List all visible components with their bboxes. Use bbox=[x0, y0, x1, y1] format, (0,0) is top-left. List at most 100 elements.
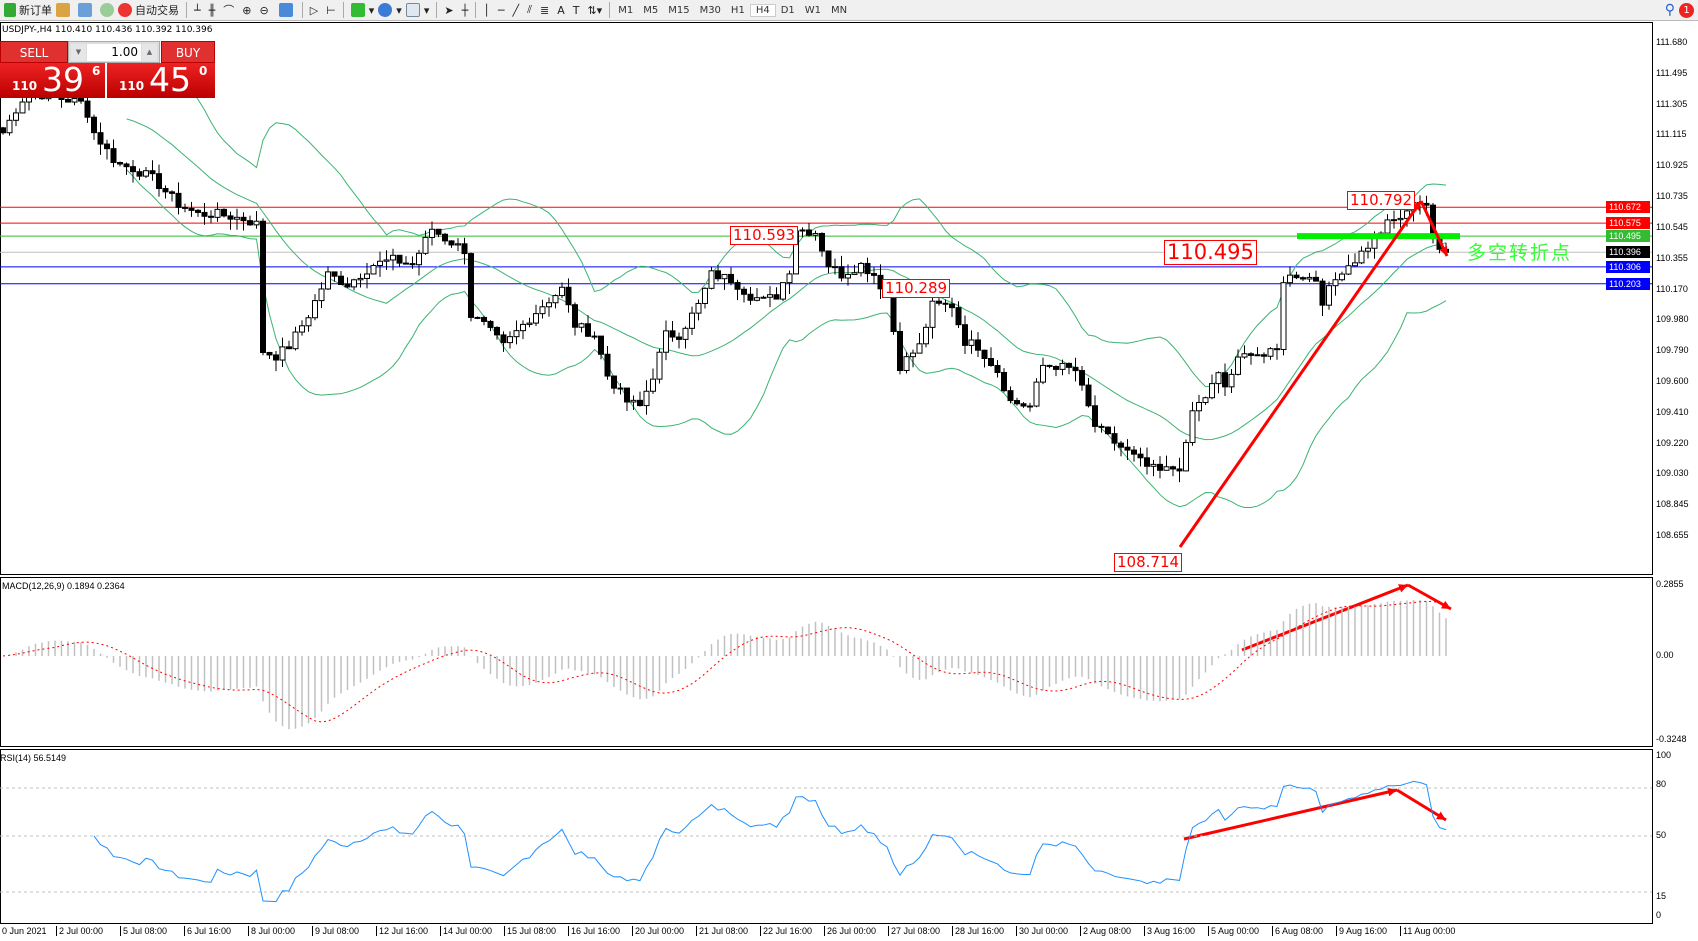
signals-icon[interactable] bbox=[100, 3, 114, 17]
arrows-icon[interactable]: ⇅▾ bbox=[587, 3, 603, 17]
candle bbox=[91, 114, 97, 140]
sell-button[interactable]: SELL bbox=[0, 41, 68, 63]
candle-body bbox=[1300, 277, 1306, 280]
bar-chart-icon[interactable]: ┴ bbox=[194, 3, 201, 17]
line-chart-icon[interactable]: ⌒ bbox=[223, 4, 235, 17]
candle-body bbox=[1157, 463, 1163, 471]
text-label-icon[interactable]: T bbox=[572, 3, 580, 17]
autoscroll-icon[interactable]: ▷ bbox=[309, 3, 319, 17]
timeframe-h1[interactable]: H1 bbox=[730, 4, 745, 16]
search-icon[interactable]: ⚲ bbox=[1664, 2, 1675, 18]
candle-body bbox=[110, 148, 117, 164]
price-label-110289[interactable]: 110.289 bbox=[882, 279, 951, 298]
buy-price[interactable]: 110 45 0 bbox=[107, 60, 215, 99]
candle-body bbox=[364, 273, 370, 279]
candle bbox=[526, 317, 533, 328]
chart-shift-icon[interactable]: ⊢ bbox=[326, 3, 336, 17]
candle bbox=[1241, 345, 1248, 359]
templates-icon[interactable] bbox=[405, 3, 420, 17]
fibonacci-icon[interactable]: ≣ bbox=[539, 3, 550, 17]
candle bbox=[357, 273, 364, 288]
candle bbox=[1144, 447, 1150, 475]
zoom-in-icon[interactable]: ⊕ bbox=[242, 3, 252, 17]
text-icon[interactable]: A bbox=[557, 3, 565, 17]
candle bbox=[845, 264, 851, 286]
rsi-arrow-up-head bbox=[1387, 787, 1397, 797]
price-label-110792[interactable]: 110.792 bbox=[1347, 191, 1416, 210]
candle-body bbox=[1027, 405, 1033, 408]
price-label-110593[interactable]: 110.593 bbox=[730, 226, 799, 245]
dropdown-arrow-icon[interactable]: ▾ bbox=[396, 3, 402, 17]
candle-body bbox=[1280, 282, 1287, 350]
price-label-108714[interactable]: 108.714 bbox=[1114, 553, 1183, 572]
candle bbox=[747, 287, 754, 305]
candle-body bbox=[890, 295, 897, 332]
timeframe-m5[interactable]: M5 bbox=[643, 4, 659, 16]
notification-badge[interactable]: 1 bbox=[1679, 2, 1694, 18]
macd-pane bbox=[0, 577, 1653, 747]
candle bbox=[1326, 281, 1332, 310]
lot-size-stepper[interactable]: ▼ 1.00 ▲ bbox=[68, 41, 160, 63]
candle-body bbox=[682, 327, 689, 340]
zoom-out-icon[interactable]: ⊖ bbox=[259, 3, 269, 17]
price-axis-label: 110.355 bbox=[1656, 252, 1688, 263]
timeframe-mn[interactable]: MN bbox=[831, 4, 848, 16]
candle bbox=[1157, 456, 1163, 479]
market-watch-icon[interactable] bbox=[78, 3, 92, 17]
timeframe-m15[interactable]: M15 bbox=[668, 4, 690, 16]
tile-windows-icon[interactable] bbox=[278, 3, 293, 17]
candle-body bbox=[806, 229, 812, 236]
auto-trading-button[interactable]: 自动交易 bbox=[114, 0, 183, 20]
dropdown-arrow-icon[interactable]: ▾ bbox=[368, 3, 375, 17]
candle bbox=[110, 139, 117, 168]
candle-body bbox=[1007, 390, 1014, 402]
candle-body bbox=[357, 277, 364, 281]
candle-body bbox=[344, 284, 351, 288]
candle bbox=[0, 126, 6, 135]
candle-body bbox=[403, 262, 409, 265]
sell-price[interactable]: 110 39 6 bbox=[0, 60, 105, 99]
candle-body bbox=[1404, 210, 1410, 219]
macd-arrow-down-head bbox=[1441, 600, 1451, 609]
lot-size-input[interactable]: 1.00 bbox=[87, 44, 141, 61]
lot-decrease-icon[interactable]: ▼ bbox=[71, 44, 86, 61]
trendline-icon[interactable]: ╱ bbox=[512, 3, 520, 17]
pivot-point-text[interactable]: 多空转折点 bbox=[1467, 242, 1573, 264]
candle-body bbox=[585, 323, 591, 337]
timeframe-w1[interactable]: W1 bbox=[804, 4, 822, 16]
candle bbox=[962, 315, 968, 354]
candle bbox=[604, 345, 611, 380]
metaeditor-icon[interactable] bbox=[56, 3, 70, 17]
crosshair-icon[interactable]: ┼ bbox=[461, 3, 469, 17]
chart-canvas[interactable] bbox=[0, 22, 1698, 941]
dropdown-arrow-icon[interactable]: ▾ bbox=[423, 3, 430, 17]
candle-body bbox=[396, 254, 403, 264]
candle-body bbox=[1163, 466, 1170, 471]
candlestick-icon[interactable]: ╫ bbox=[208, 3, 216, 17]
candle-body bbox=[201, 211, 208, 217]
candle bbox=[1111, 426, 1118, 451]
indicators-icon[interactable] bbox=[350, 3, 365, 17]
candle bbox=[331, 271, 338, 282]
new-order-button[interactable]: 新订单 bbox=[0, 0, 56, 20]
horizontal-line-icon[interactable]: ─ bbox=[497, 3, 505, 17]
time-axis-label: 5 Aug 00:00 bbox=[1208, 926, 1259, 936]
price-label-110495[interactable]: 110.495 bbox=[1164, 240, 1257, 265]
candle bbox=[741, 286, 747, 303]
candle bbox=[97, 122, 104, 155]
buy-button[interactable]: BUY bbox=[161, 41, 215, 63]
candle bbox=[1046, 364, 1053, 369]
candle bbox=[1287, 266, 1293, 287]
candle-body bbox=[318, 288, 325, 302]
candle bbox=[448, 240, 455, 248]
candle bbox=[318, 282, 325, 309]
equidistant-channel-icon[interactable]: ⫽ bbox=[527, 3, 532, 16]
timeframe-h4[interactable]: H4 bbox=[749, 3, 776, 17]
timeframe-m30[interactable]: M30 bbox=[699, 4, 721, 16]
periods-clock-icon[interactable] bbox=[378, 3, 393, 17]
vertical-line-icon[interactable]: │ bbox=[483, 3, 490, 17]
lot-increase-icon[interactable]: ▲ bbox=[142, 44, 157, 61]
cursor-icon[interactable]: ➤ bbox=[444, 3, 454, 17]
timeframe-m1[interactable]: M1 bbox=[618, 4, 634, 16]
timeframe-d1[interactable]: D1 bbox=[780, 4, 795, 16]
